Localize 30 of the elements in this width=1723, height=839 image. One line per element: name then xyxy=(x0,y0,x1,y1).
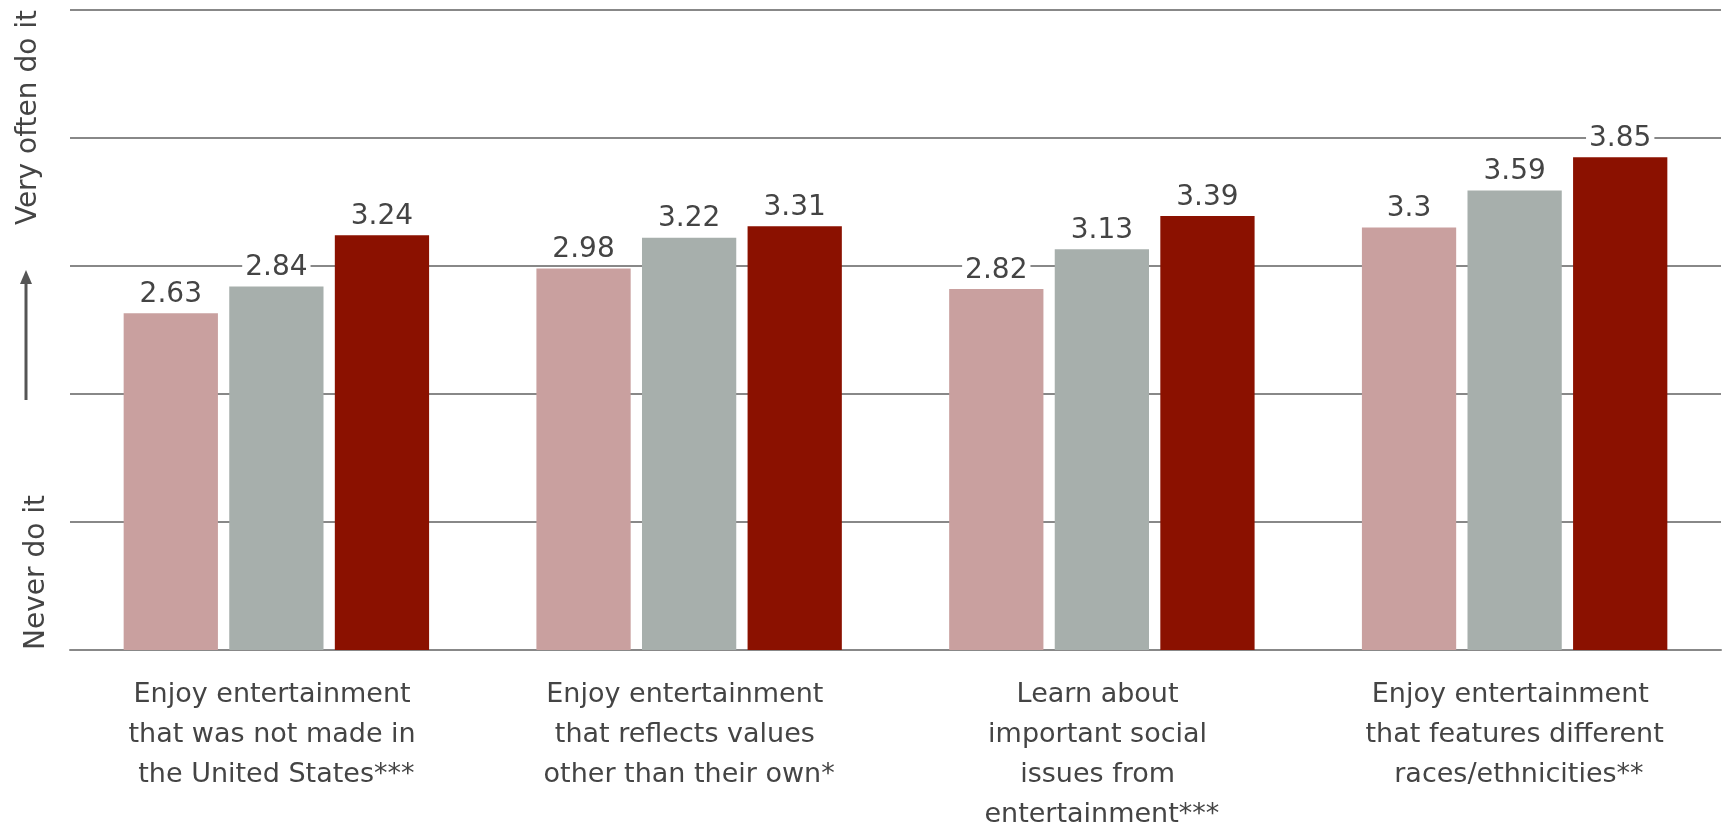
bar xyxy=(1573,157,1668,650)
x-tick-label: Enjoy entertainment that was not made in the United States*** xyxy=(128,676,425,788)
bar xyxy=(1467,190,1562,650)
bar xyxy=(949,289,1044,650)
data-label: 2.82 xyxy=(965,251,1028,285)
bar xyxy=(123,313,218,650)
x-tick-label: Learn about important social issues from entertainment*** xyxy=(984,676,1220,828)
bar xyxy=(1361,227,1457,650)
data-label: 2.84 xyxy=(245,248,308,282)
data-label: 3.31 xyxy=(763,188,826,222)
bar xyxy=(641,237,737,650)
x-tick-label: Enjoy entertainment that features different races/ethnicities** xyxy=(1365,676,1664,788)
bar xyxy=(1054,249,1150,650)
bar xyxy=(229,286,324,650)
bar xyxy=(747,226,842,650)
data-label: 2.63 xyxy=(139,275,202,309)
data-label: 3.85 xyxy=(1589,119,1652,153)
data-label: 3.59 xyxy=(1483,152,1546,186)
data-label: 3.39 xyxy=(1176,178,1239,212)
data-label: 3.13 xyxy=(1070,211,1134,245)
data-label: 3.3 xyxy=(1386,190,1432,224)
bar xyxy=(334,235,430,650)
y-axis-title: Never do it xyxy=(17,495,51,650)
data-label: 2.98 xyxy=(552,231,615,265)
data-label: 3.24 xyxy=(350,197,414,231)
bar xyxy=(1160,216,1255,650)
text: Very often do it xyxy=(9,9,43,226)
bar xyxy=(536,268,631,650)
x-tick-label: Enjoy entertainment that reflects values other than their own* xyxy=(543,676,835,788)
data-label: 3.22 xyxy=(657,200,721,234)
